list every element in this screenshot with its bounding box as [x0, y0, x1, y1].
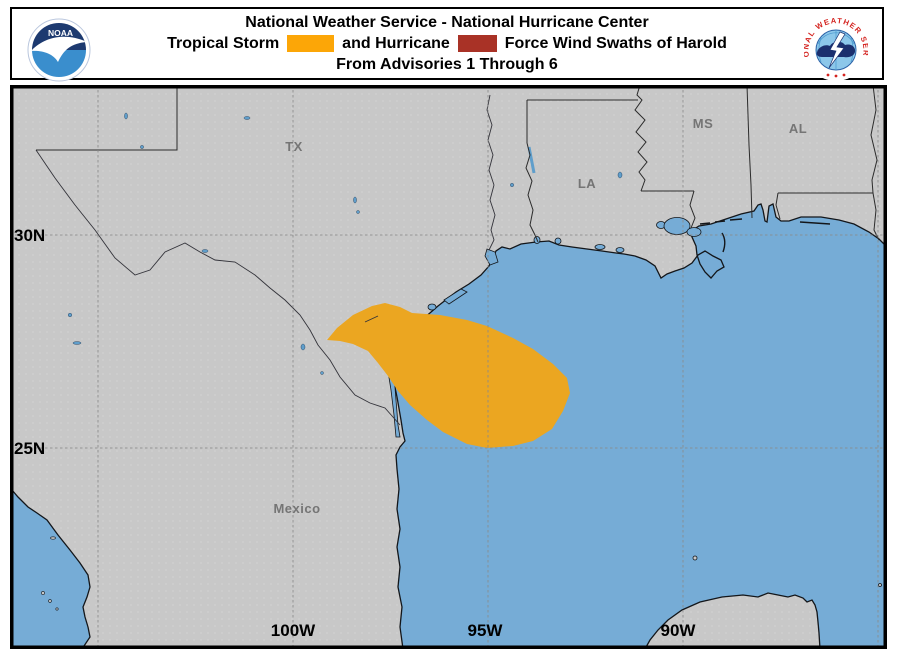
- hurricane-swatch: [457, 35, 497, 52]
- graticule-gridlines: [10, 85, 887, 649]
- legend-tropical-storm-label: Tropical Storm: [167, 34, 280, 52]
- legend-line: Tropical Storm and Hurricane Force Wind …: [167, 34, 727, 54]
- gulf-of-mexico-water: [388, 203, 887, 649]
- title-line-1: National Weather Service - National Hurr…: [245, 13, 649, 31]
- gulf-island: [878, 583, 882, 587]
- title-line-3: From Advisories 1 Through 6: [336, 55, 558, 73]
- longitude-label-95w: 95W: [468, 621, 504, 640]
- yucatan-peninsula: [644, 592, 821, 649]
- tropical-storm-wind-swath: [327, 303, 570, 448]
- legend-suffix-label: Force Wind Swaths of Harold: [504, 34, 727, 52]
- map-frame: [10, 85, 887, 649]
- alacranes-reef-island: [692, 555, 698, 561]
- state-label-al: AL: [789, 121, 807, 136]
- pacific-islands: [41, 536, 59, 611]
- country-label-mexico: Mexico: [273, 501, 320, 516]
- longitude-label-100w: 100W: [271, 621, 316, 640]
- state-label-tx: TX: [285, 139, 303, 154]
- barrier-islands: [699, 218, 831, 253]
- state-borders: [36, 85, 880, 243]
- longitude-label-90w: 90W: [661, 621, 697, 640]
- pacific-ocean-water: [11, 488, 91, 649]
- latitude-label-30n: 30N: [14, 226, 45, 245]
- state-label-ms: MS: [693, 116, 714, 131]
- inland-lakes: [67, 112, 623, 375]
- map-canvas: 30N 25N 100W 95W 90W TX LA MS AL Mexico: [10, 85, 887, 649]
- legend-hurricane-label: and Hurricane: [342, 34, 450, 52]
- state-label-la: LA: [578, 176, 596, 191]
- rivers: [35, 94, 496, 426]
- latitude-label-25n: 25N: [14, 439, 45, 458]
- tropical-storm-swatch: [287, 35, 335, 52]
- header-box: National Weather Service - National Hurr…: [10, 7, 884, 82]
- noaa-logo-text: NOAA: [48, 28, 73, 38]
- noaa-logo-icon: NOAA: [27, 18, 91, 82]
- nws-logo-icon: NATIONAL WEATHER SERVICE: [804, 18, 868, 81]
